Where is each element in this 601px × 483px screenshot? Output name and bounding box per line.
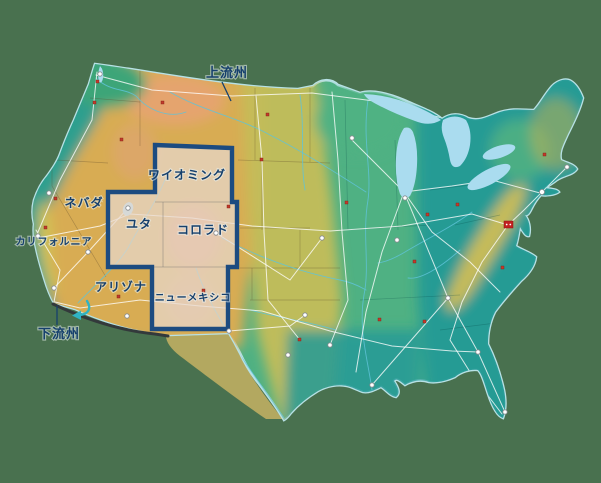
- lake-ontario: [482, 144, 516, 160]
- basin-region-fill: [108, 145, 237, 329]
- lower-basin-label: 下流州: [38, 326, 80, 341]
- basin-internal-borders: [152, 201, 232, 268]
- lake-huron: [441, 116, 471, 168]
- lake-michigan: [395, 127, 418, 199]
- lake-erie: [467, 163, 511, 191]
- upper-basin-label: 上流州: [206, 65, 248, 80]
- flow-arrow-icon: [72, 299, 91, 320]
- state-label-wyoming: ワイオミング: [148, 167, 226, 182]
- state-label-arizona: アリゾナ: [95, 279, 147, 294]
- state-label-colorado: コロラド: [177, 223, 229, 237]
- major-city-markers: [35, 71, 570, 415]
- roads: [35, 71, 568, 415]
- washington-dc-marker: [503, 220, 514, 229]
- state-label-new-mexico: ニューメキシコ: [155, 292, 232, 304]
- upper-basin-leader-line: [221, 81, 232, 102]
- state-label-nevada: ネバダ: [64, 195, 103, 210]
- great-lakes: [98, 66, 516, 216]
- mexico-border-line: [51, 302, 170, 338]
- state-label-california: カリフォルニア: [16, 236, 93, 248]
- city-markers: [35, 71, 570, 415]
- capital-markers: [43, 79, 547, 342]
- lake-superior: [364, 94, 441, 124]
- state-label-utah: ユタ: [126, 217, 152, 231]
